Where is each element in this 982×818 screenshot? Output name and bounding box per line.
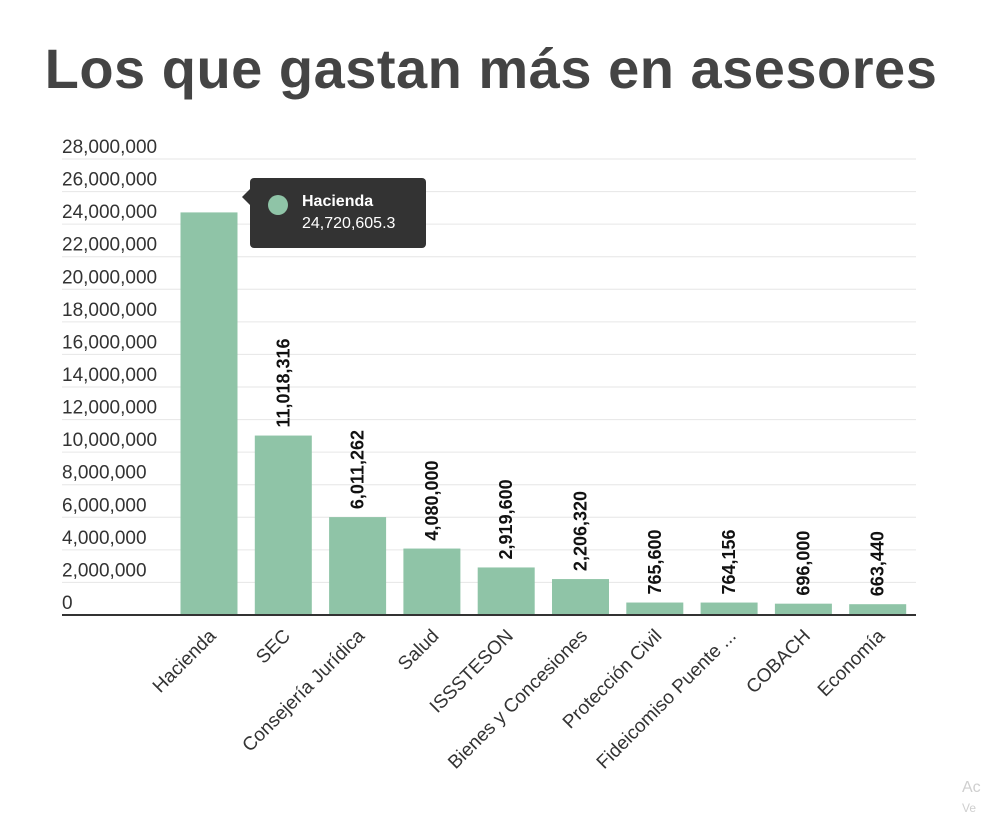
bar xyxy=(774,603,832,615)
bar xyxy=(403,548,461,615)
y-tick-label: 0 xyxy=(62,593,73,614)
x-tick-label: Fideicomiso Puente ... xyxy=(593,626,741,774)
watermark-line-1: Ac xyxy=(962,779,981,796)
data-label: 4,080,000 xyxy=(422,460,442,540)
data-label: 2,919,600 xyxy=(496,479,516,559)
bar xyxy=(626,602,684,615)
x-tick-label: Economía xyxy=(814,625,890,701)
y-tick-label: 26,000,000 xyxy=(62,170,157,191)
data-label: 6,011,262 xyxy=(348,430,368,509)
bar xyxy=(180,212,238,615)
y-tick-label: 10,000,000 xyxy=(62,430,157,451)
x-tick-label: Hacienda xyxy=(149,625,221,697)
bar xyxy=(552,579,609,615)
y-tick-label: 24,000,000 xyxy=(62,202,157,223)
bar xyxy=(254,435,312,615)
bar xyxy=(477,567,535,615)
y-tick-label: 18,000,000 xyxy=(62,300,157,321)
watermark: Ac Ve xyxy=(962,778,981,818)
bar xyxy=(329,517,387,615)
data-label: 2,206,320 xyxy=(571,491,591,571)
x-tick-label: SEC xyxy=(252,626,294,668)
data-label: 11,018,316 xyxy=(273,338,293,427)
bar xyxy=(700,602,758,615)
y-tick-label: 22,000,000 xyxy=(62,235,157,256)
tooltip: Hacienda 24,720,605.3 xyxy=(242,178,426,248)
tooltip-value: 24,720,605.3 xyxy=(302,215,396,232)
y-tick-label: 4,000,000 xyxy=(62,528,147,549)
y-tick-label: 14,000,000 xyxy=(62,365,157,386)
tooltip-category: Hacienda xyxy=(302,193,374,210)
y-tick-label: 12,000,000 xyxy=(62,398,157,419)
data-label: 696,000 xyxy=(793,531,813,596)
x-tick-label: Salud xyxy=(394,626,443,675)
y-tick-label: 8,000,000 xyxy=(62,463,147,484)
bar xyxy=(849,604,907,615)
data-label: 764,156 xyxy=(719,529,739,594)
y-tick-label: 2,000,000 xyxy=(62,560,147,581)
data-label: 663,440 xyxy=(868,531,888,596)
data-label: 765,600 xyxy=(645,529,665,594)
y-tick-label: 20,000,000 xyxy=(62,267,157,288)
x-tick-label: COBACH xyxy=(743,626,815,698)
x-tick-label: Consejería Jurídica xyxy=(239,625,370,756)
chart-title: Los que gastan más en asesores xyxy=(44,37,938,100)
watermark-line-2: Ve xyxy=(962,801,977,815)
y-tick-label: 6,000,000 xyxy=(62,495,147,516)
x-tick-label: Bienes y Concesiones xyxy=(444,626,592,774)
y-tick-label: 16,000,000 xyxy=(62,332,157,353)
y-tick-label: 28,000,000 xyxy=(62,137,157,158)
tooltip-series-dot xyxy=(268,195,288,215)
